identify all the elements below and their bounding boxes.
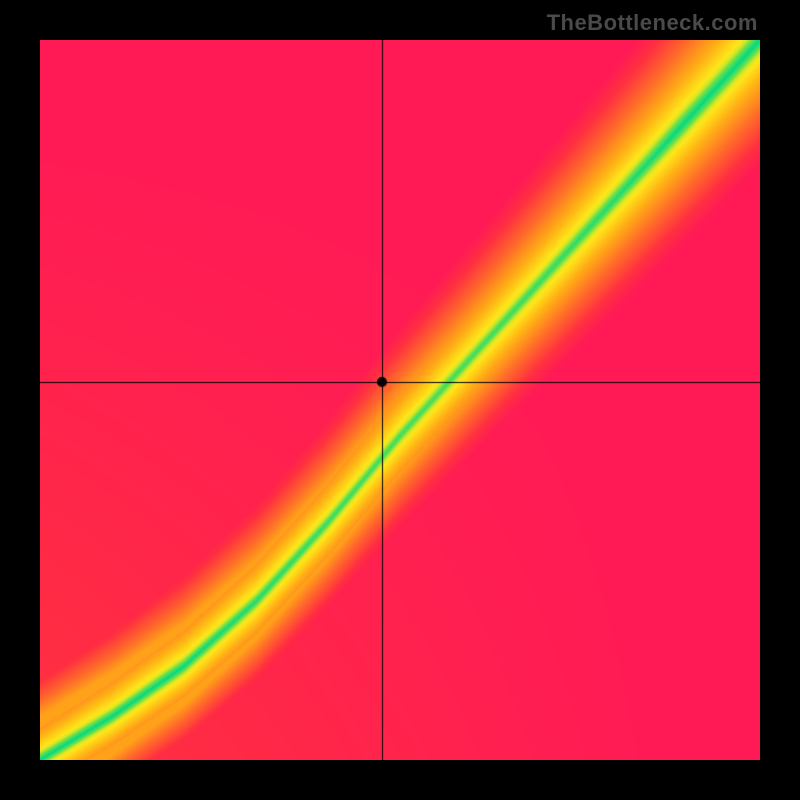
heatmap-canvas xyxy=(40,40,760,760)
watermark-text: TheBottleneck.com xyxy=(547,10,758,36)
bottleneck-heatmap xyxy=(40,40,760,760)
